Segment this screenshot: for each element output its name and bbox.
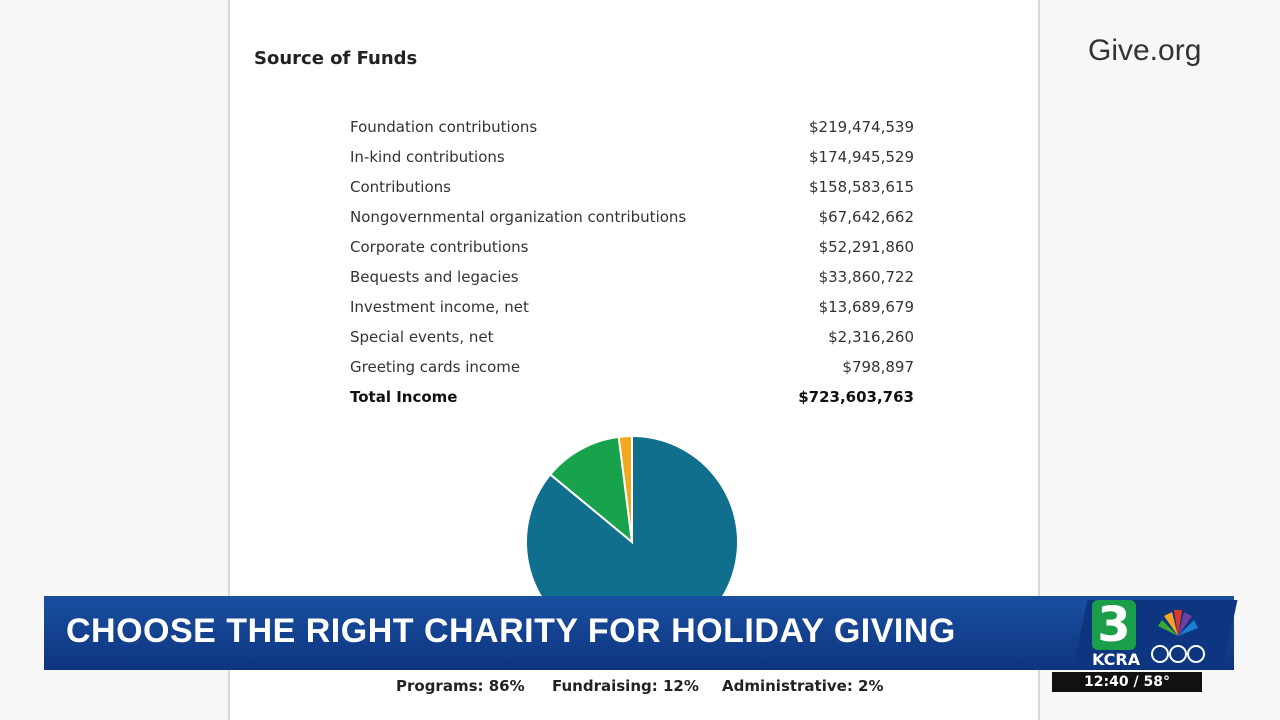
news-banner	[44, 596, 1234, 670]
row-amount: $52,291,860	[818, 238, 914, 256]
table-row: Contributions $158,583,615	[350, 178, 914, 208]
row-amount: $13,689,679	[818, 298, 914, 316]
pie-slice	[548, 435, 634, 545]
row-label: Bequests and legacies	[350, 268, 519, 286]
row-amount: $33,860,722	[818, 268, 914, 286]
row-label: Special events, net	[350, 328, 494, 346]
table-row: Foundation contributions $219,474,539	[350, 118, 914, 148]
row-label: Greeting cards income	[350, 358, 521, 376]
table-row: In-kind contributions $174,945,529	[350, 148, 914, 178]
row-label: Contributions	[350, 178, 451, 196]
row-amount: $158,583,615	[809, 178, 914, 196]
table-row: Nongovernmental organization contributio…	[350, 208, 914, 238]
row-label: Nongovernmental organization contributio…	[350, 208, 687, 226]
row-label: Investment income, net	[350, 298, 529, 316]
row-label: Total Income	[350, 388, 458, 406]
legend-label: Fundraising: 12%	[552, 677, 699, 695]
table-row: Special events, net $2,316,260	[350, 328, 914, 358]
legend-label: Administrative: 2%	[722, 677, 884, 695]
row-amount: $2,316,260	[828, 328, 914, 346]
station-number: 3	[1092, 600, 1136, 650]
row-label: Corporate contributions	[350, 238, 529, 256]
table-row: Total Income $723,603,763	[350, 388, 914, 418]
headline: CHOOSE THE RIGHT CHARITY FOR HOLIDAY GIV…	[66, 612, 956, 650]
legend-label: Programs: 86%	[396, 677, 525, 695]
row-label: Foundation contributions	[350, 118, 538, 136]
table-row: Investment income, net $13,689,679	[350, 298, 914, 328]
row-amount: $219,474,539	[809, 118, 914, 136]
network-logo	[1151, 610, 1205, 663]
row-amount: $67,642,662	[818, 208, 914, 226]
row-label: In-kind contributions	[350, 148, 505, 166]
section-title: Source of Funds	[254, 48, 418, 69]
row-amount: $174,945,529	[809, 148, 914, 166]
pie-slice	[617, 434, 633, 543]
table-row: Bequests and legacies $33,860,722	[350, 268, 914, 298]
site-logo: Give.org	[1088, 34, 1202, 67]
station-name: KCRA	[1092, 650, 1141, 669]
row-amount: $723,603,763	[798, 388, 914, 406]
table-row: Corporate contributions $52,291,860	[350, 238, 914, 268]
row-amount: $798,897	[842, 358, 914, 376]
time-temperature: 12:40 / 58°	[1052, 672, 1202, 692]
table-row: Greeting cards income $798,897	[350, 358, 914, 388]
